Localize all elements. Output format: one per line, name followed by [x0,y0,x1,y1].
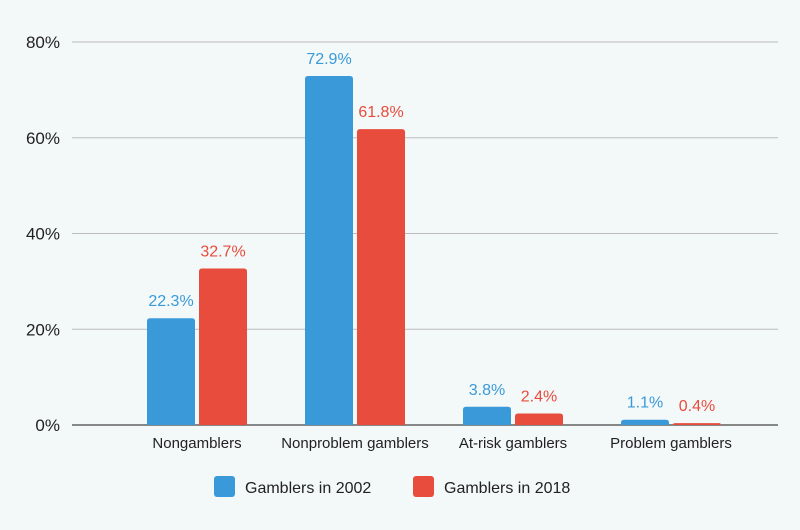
bar-2002 [147,318,195,425]
x-axis-categories: Nongamblers Nonproblem gamblers At-risk ga… [152,435,731,452]
bar-2018 [673,423,721,425]
y-tick-label: 60% [26,129,60,148]
x-category-label: Problem gamblers [610,435,732,452]
x-category-label: At-risk gamblers [459,435,567,452]
y-axis-ticks: 0% 20% 40% 60% 80% [26,33,60,435]
y-tick-label: 40% [26,225,60,244]
data-label: 0.4% [679,398,715,415]
data-label: 22.3% [148,293,193,310]
legend-swatch [413,476,434,497]
bar-2018 [515,413,563,425]
data-label: 61.8% [358,104,403,121]
data-label: 3.8% [469,382,505,399]
data-label: 1.1% [627,395,663,412]
data-label: 72.9% [306,51,351,68]
y-tick-label: 0% [35,416,60,435]
bar-2018 [357,129,405,425]
x-category-label: Nongamblers [152,435,241,452]
bar-2018 [199,268,247,425]
legend: Gamblers in 2002 Gamblers in 2018 [214,476,570,497]
bar-2002 [463,406,511,425]
legend-label: Gamblers in 2018 [444,480,570,497]
bars [147,75,721,426]
y-tick-label: 80% [26,33,60,52]
y-tick-label: 20% [26,320,60,339]
legend-swatch [214,476,235,497]
x-category-label: Nonproblem gamblers [281,435,429,452]
data-label: 32.7% [200,243,245,260]
bar-2002 [305,75,353,426]
data-labels: 22.3% 32.7% 72.9% 61.8% 3.8% 2.4% 1.1% 0.4% [148,51,715,415]
bar-2002 [621,419,669,425]
data-label: 2.4% [521,389,557,406]
legend-label: Gamblers in 2002 [245,480,371,497]
